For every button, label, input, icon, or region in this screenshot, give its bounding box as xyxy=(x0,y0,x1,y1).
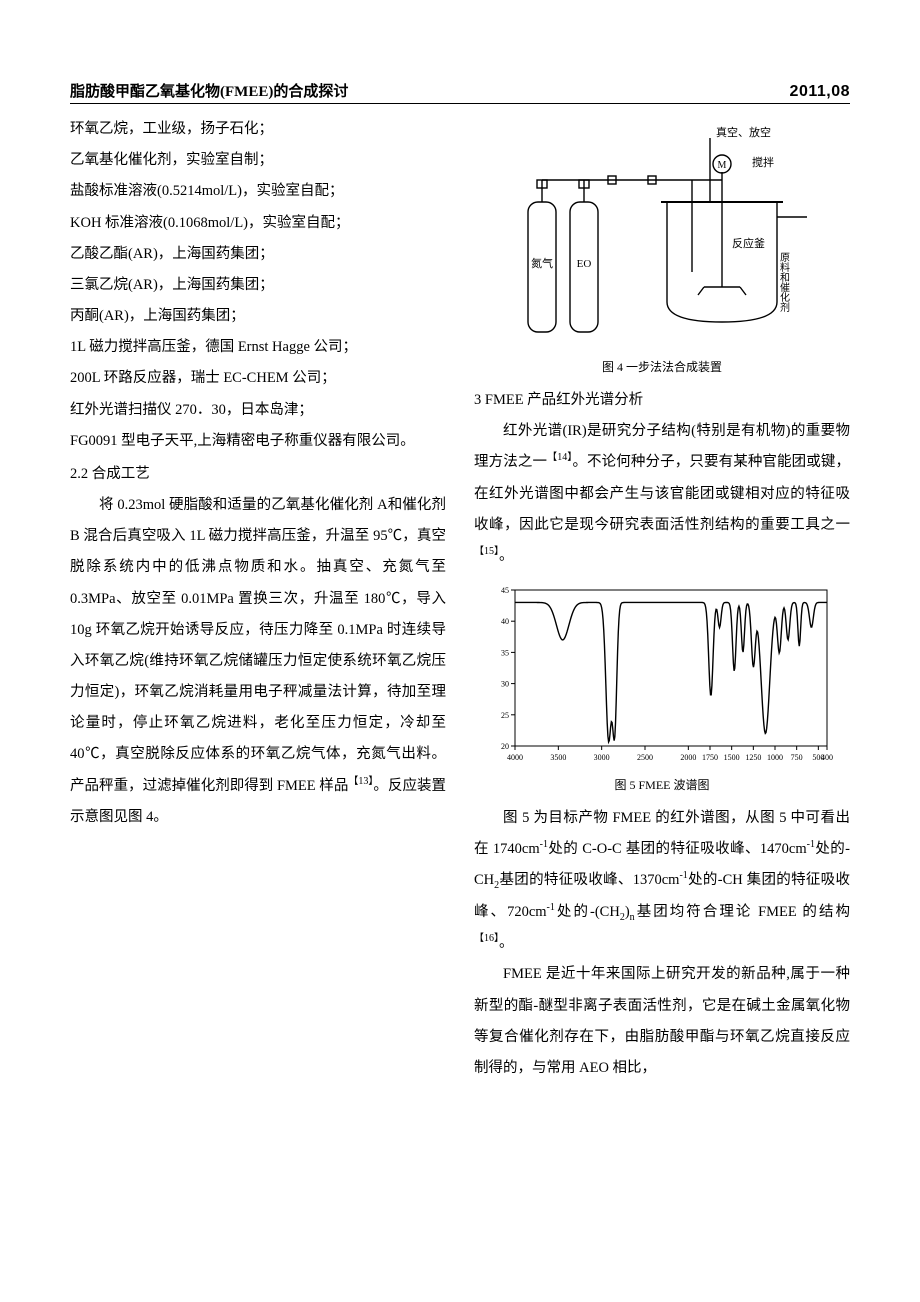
reagent-line: 三氯乙烷(AR)，上海国药集团； xyxy=(70,270,446,301)
svg-text:45: 45 xyxy=(501,586,509,595)
svg-text:氮气: 氮气 xyxy=(531,256,553,270)
svg-text:1250: 1250 xyxy=(745,753,761,762)
svg-text:1500: 1500 xyxy=(724,753,740,762)
header-issue: 2011,08 xyxy=(790,83,850,101)
p3b-1: 处的 C-O-C 基团的特征吸收峰、1470cm xyxy=(548,841,807,857)
svg-text:30: 30 xyxy=(501,680,509,689)
ref-14: 【14】 xyxy=(547,453,572,464)
p3b-s3: -1 xyxy=(679,871,687,882)
section-3-heading: 3 FMEE 产品红外光谱分析 xyxy=(474,385,850,416)
figure-5-spectrum: 4000350030002500200017501500125010007505… xyxy=(487,580,837,770)
p3b-3: 基团的特征吸收峰、1370cm xyxy=(499,872,679,888)
svg-text:EO: EO xyxy=(577,258,592,270)
right-column: 氮气 EO 原料和催化剂 M 搅拌 真空、放空反应釜 图 4 一步法法合成装置 3 FME… xyxy=(474,114,850,1084)
left-column: 环氧乙烷，工业级，扬子石化；乙氧基化催化剂，实验室自制；盐酸标准溶液(0.521… xyxy=(70,114,446,1084)
para-2-2-text: 将 0.23mol 硬脂酸和适量的乙氧基化催化剂 A和催化剂 B 混合后真空吸入… xyxy=(70,497,446,794)
p3b-7: 基团均符合理论 FMEE 的结构 xyxy=(635,904,850,920)
reagent-line: 乙氧基化催化剂，实验室自制； xyxy=(70,145,446,176)
p3b-8: 。 xyxy=(499,935,514,951)
reagent-line: 环氧乙烷，工业级，扬子石化； xyxy=(70,114,446,145)
para-synthesis-process: 将 0.23mol 硬脂酸和适量的乙氧基化催化剂 A和催化剂 B 混合后真空吸入… xyxy=(70,490,446,833)
reagent-line: 1L 磁力搅拌高压釜，德国 Ernst Hagge 公司； xyxy=(70,332,446,363)
figure-4-diagram: 氮气 EO 原料和催化剂 M 搅拌 真空、放空反应釜 xyxy=(492,122,832,352)
p3b-s4: -1 xyxy=(547,902,555,913)
svg-text:35: 35 xyxy=(501,648,509,657)
svg-text:2500: 2500 xyxy=(637,753,653,762)
para-fmee-summary: FMEE 是近十年来国际上研究开发的新品种,属于一种新型的酯-醚型非离子表面活性… xyxy=(474,959,850,1084)
section-2-2-heading: 2.2 合成工艺 xyxy=(70,459,446,490)
figure-5-caption: 图 5 FMEE 波谱图 xyxy=(474,776,850,793)
reagent-line: 盐酸标准溶液(0.5214mol/L)，实验室自配； xyxy=(70,176,446,207)
svg-text:25: 25 xyxy=(501,711,509,720)
svg-text:4000: 4000 xyxy=(507,753,523,762)
svg-text:反应釜: 反应釜 xyxy=(732,236,765,250)
reagent-line: 红外光谱扫描仪 270．30，日本岛津； xyxy=(70,395,446,426)
svg-text:40: 40 xyxy=(501,617,509,626)
page-header: 脂肪酸甲酯乙氧基化物(FMEE)的合成探讨 2011,08 xyxy=(70,80,850,104)
reagent-list: 环氧乙烷，工业级，扬子石化；乙氧基化催化剂，实验室自制；盐酸标准溶液(0.521… xyxy=(70,114,446,457)
reagent-line: 200L 环路反应器，瑞士 EC-CHEM 公司； xyxy=(70,363,446,394)
svg-text:1750: 1750 xyxy=(702,753,718,762)
reagent-line: KOH 标准溶液(0.1068mol/L)，实验室自配； xyxy=(70,208,446,239)
reagent-line: 丙酮(AR)，上海国药集团； xyxy=(70,301,446,332)
reagent-line: FG0091 型电子天平,上海精密电子称重仪器有限公司。 xyxy=(70,426,446,457)
ref-15: 【15】 xyxy=(474,546,499,557)
figure-4: 氮气 EO 原料和催化剂 M 搅拌 真空、放空反应釜 xyxy=(474,122,850,352)
p3b-5: 处的-(CH xyxy=(555,904,620,920)
svg-text:M: M xyxy=(718,160,727,171)
ref-13: 【13】 xyxy=(348,776,373,787)
svg-text:3000: 3000 xyxy=(594,753,610,762)
p3b-s1: -1 xyxy=(540,839,548,850)
reagent-line: 乙酸乙酯(AR)，上海国药集团； xyxy=(70,239,446,270)
para-3a-3: 。 xyxy=(499,548,514,564)
svg-text:2000: 2000 xyxy=(680,753,696,762)
figure-5: 4000350030002500200017501500125010007505… xyxy=(474,580,850,770)
figure-4-caption: 图 4 一步法法合成装置 xyxy=(474,358,850,375)
svg-text:1000: 1000 xyxy=(767,753,783,762)
p3b-s2: -1 xyxy=(807,839,815,850)
ref-16: 【16】 xyxy=(474,933,499,944)
svg-text:20: 20 xyxy=(501,742,509,751)
svg-text:原料和催化剂: 原料和催化剂 xyxy=(778,252,790,313)
two-column-layout: 环氧乙烷，工业级，扬子石化；乙氧基化催化剂，实验室自制；盐酸标准溶液(0.521… xyxy=(70,114,850,1084)
svg-text:3500: 3500 xyxy=(550,753,566,762)
svg-text:400: 400 xyxy=(821,753,833,762)
para-ir-intro: 红外光谱(IR)是研究分子结构(特别是有机物)的重要物理方法之一【14】。不论何… xyxy=(474,416,850,572)
header-title: 脂肪酸甲酯乙氧基化物(FMEE)的合成探讨 xyxy=(70,80,348,101)
svg-text:真空、放空: 真空、放空 xyxy=(716,125,771,139)
para-ir-analysis: 图 5 为目标产物 FMEE 的红外谱图，从图 5 中可看出在 1740cm-1… xyxy=(474,803,850,959)
svg-text:搅拌: 搅拌 xyxy=(752,155,774,169)
svg-text:750: 750 xyxy=(791,753,803,762)
